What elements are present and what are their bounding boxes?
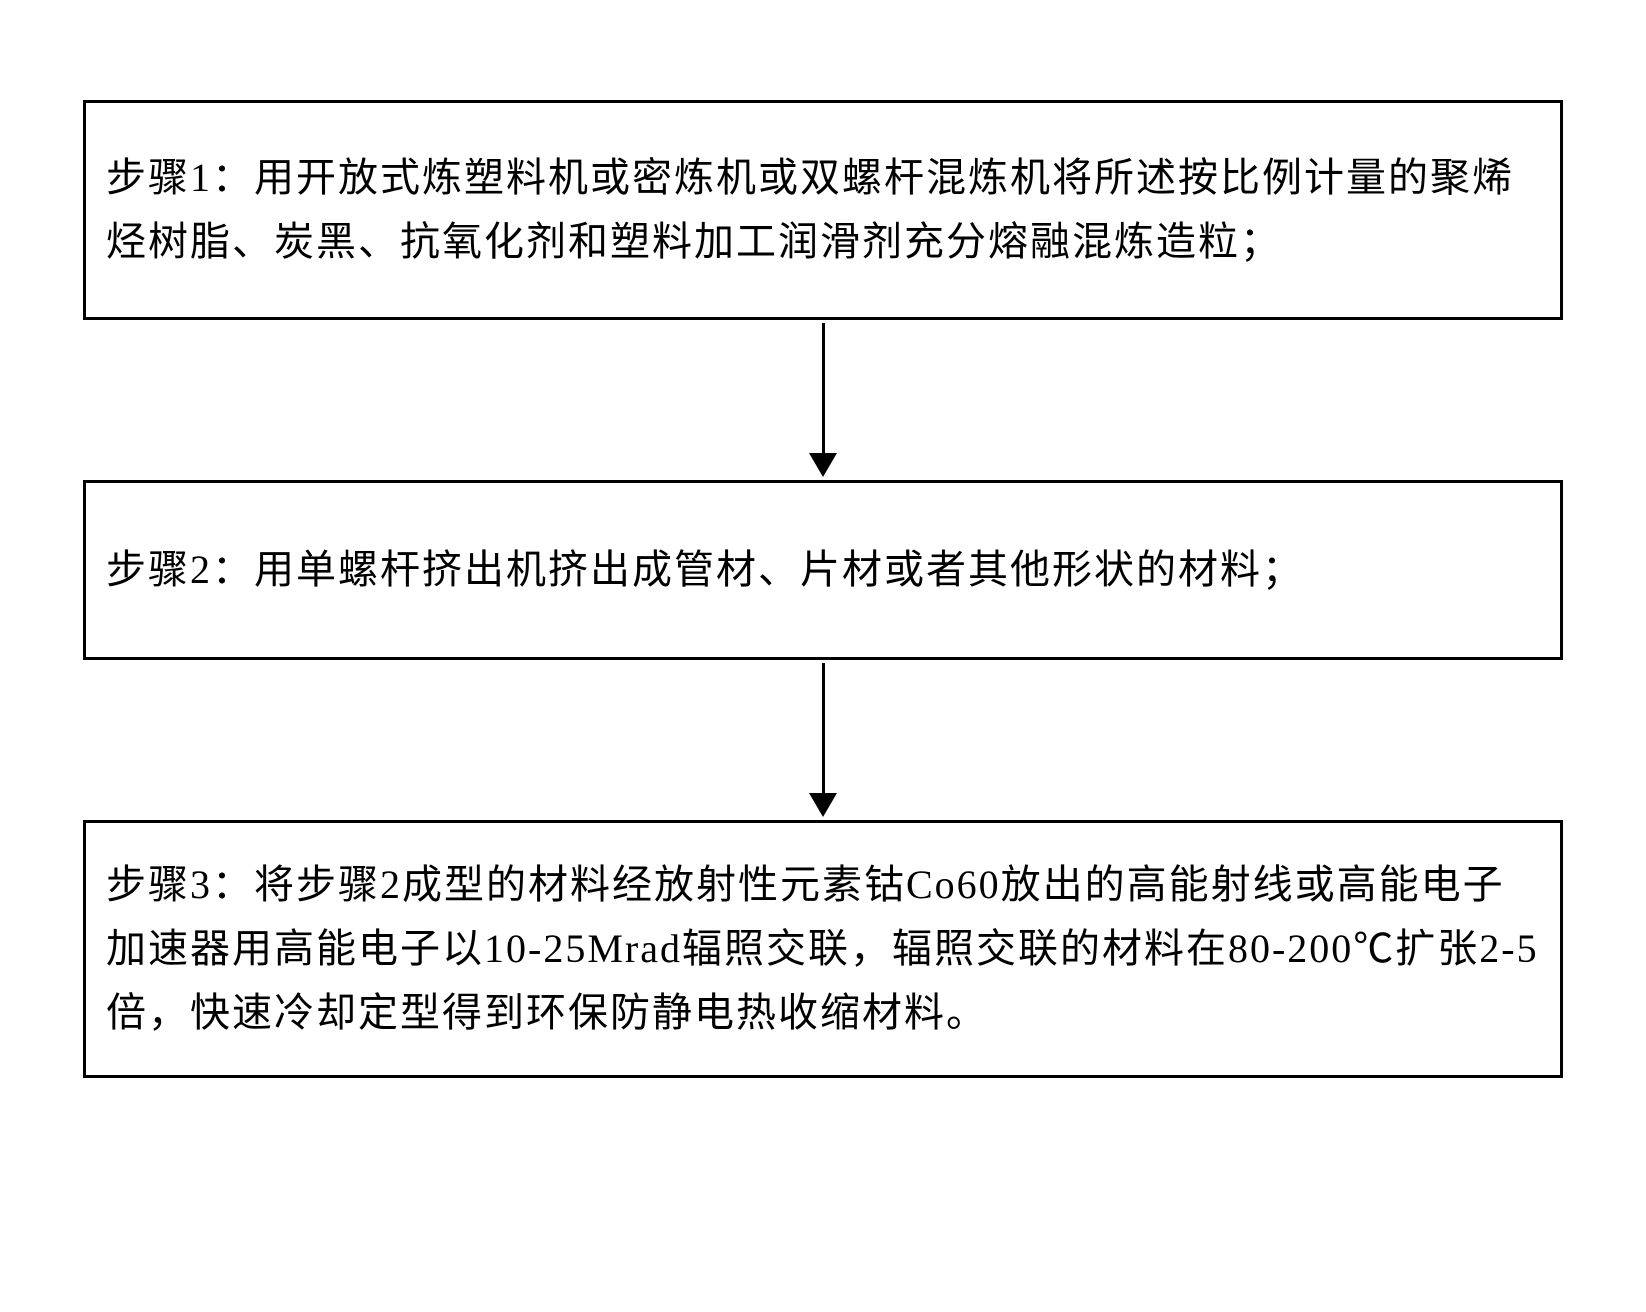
arrow-2-to-3	[809, 660, 837, 820]
flowchart-step-3: 步骤3：将步骤2成型的材料经放射性元素钴Co60放出的高能射线或高能电子加速器用…	[83, 820, 1563, 1078]
arrow-1-to-2	[809, 320, 837, 480]
flowchart-container: 步骤1：用开放式炼塑料机或密炼机或双螺杆混炼机将所述按比例计量的聚烯烃树脂、炭黑…	[80, 100, 1566, 1078]
arrow-head-icon	[809, 453, 837, 477]
arrow-head-icon	[809, 793, 837, 817]
flowchart-step-1: 步骤1：用开放式炼塑料机或密炼机或双螺杆混炼机将所述按比例计量的聚烯烃树脂、炭黑…	[83, 100, 1563, 320]
arrow-line	[822, 663, 825, 793]
step-3-text: 步骤3：将步骤2成型的材料经放射性元素钴Co60放出的高能射线或高能电子加速器用…	[106, 853, 1540, 1045]
flowchart-step-2: 步骤2：用单螺杆挤出机挤出成管材、片材或者其他形状的材料；	[83, 480, 1563, 660]
step-1-text: 步骤1：用开放式炼塑料机或密炼机或双螺杆混炼机将所述按比例计量的聚烯烃树脂、炭黑…	[106, 146, 1540, 274]
arrow-line	[822, 323, 825, 453]
step-2-text: 步骤2：用单螺杆挤出机挤出成管材、片材或者其他形状的材料；	[106, 538, 1304, 602]
